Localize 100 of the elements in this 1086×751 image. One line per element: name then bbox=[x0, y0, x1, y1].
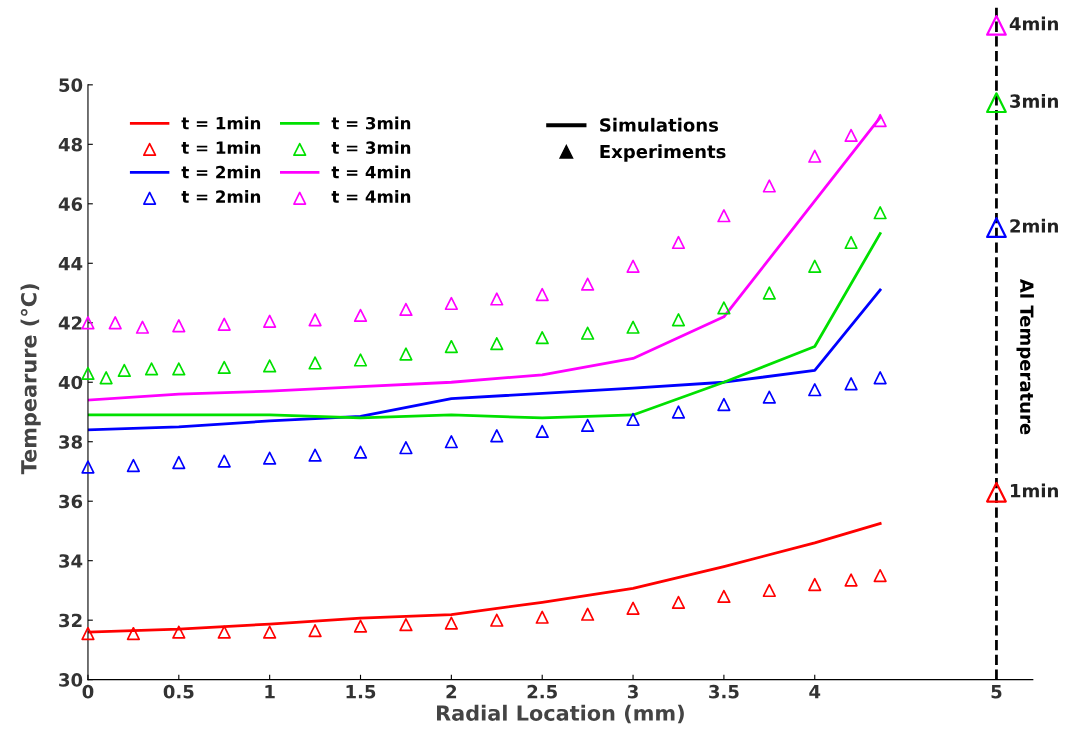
x-tick-label: 1 bbox=[265, 685, 275, 699]
y-tick-label: 34 bbox=[59, 554, 83, 568]
x-tick-label: 5 bbox=[991, 685, 1002, 699]
y-tick-label: 32 bbox=[59, 613, 82, 628]
point bbox=[399, 617, 413, 632]
point bbox=[99, 371, 113, 385]
point bbox=[217, 454, 231, 468]
legend-label: t = 2min bbox=[181, 165, 261, 179]
x-tick-label: 4 bbox=[809, 685, 821, 699]
point bbox=[172, 362, 186, 376]
point bbox=[444, 616, 459, 630]
point bbox=[873, 568, 887, 583]
point bbox=[444, 339, 459, 354]
point bbox=[353, 353, 368, 367]
point bbox=[490, 292, 504, 306]
point bbox=[490, 336, 504, 351]
annotation: Experiments bbox=[600, 144, 726, 162]
legend-label: t = 4min bbox=[331, 165, 411, 179]
point bbox=[844, 235, 858, 250]
point bbox=[986, 217, 1007, 239]
series-label: 1min bbox=[1010, 483, 1058, 498]
series-label: 2min bbox=[1010, 218, 1058, 233]
point bbox=[808, 149, 822, 163]
point bbox=[671, 595, 686, 609]
y2-axis-title: Al Temperature bbox=[1016, 278, 1034, 435]
series-label: 4min bbox=[1009, 16, 1058, 31]
point bbox=[444, 435, 459, 449]
x-axis-title: Radial Location (mm) bbox=[437, 704, 684, 724]
point bbox=[308, 448, 322, 462]
y-tick-label: 36 bbox=[59, 494, 83, 509]
x-tick-label: 0.5 bbox=[163, 684, 194, 699]
point bbox=[844, 573, 858, 587]
point bbox=[308, 356, 322, 370]
point bbox=[535, 424, 549, 438]
point bbox=[873, 113, 887, 128]
legend-label: t = 3min bbox=[331, 141, 411, 154]
point bbox=[217, 360, 231, 375]
point bbox=[535, 287, 549, 302]
point bbox=[717, 397, 731, 412]
point bbox=[580, 418, 595, 433]
point bbox=[353, 445, 368, 459]
point bbox=[81, 460, 95, 474]
point bbox=[808, 383, 822, 397]
legend-label: t = 1min bbox=[181, 141, 261, 154]
point bbox=[144, 362, 159, 376]
point bbox=[172, 625, 186, 639]
point bbox=[626, 601, 640, 615]
point bbox=[81, 626, 95, 641]
point bbox=[671, 405, 686, 419]
x-tick-label: 2 bbox=[446, 684, 457, 699]
point bbox=[986, 92, 1007, 114]
point bbox=[263, 314, 277, 328]
point bbox=[308, 313, 322, 327]
point bbox=[986, 481, 1007, 503]
point bbox=[263, 625, 277, 639]
y-tick-label: 48 bbox=[58, 137, 82, 152]
y-axis-title: Tempearure (°C) bbox=[20, 284, 41, 475]
x-tick-label: 2.5 bbox=[527, 684, 557, 699]
point bbox=[126, 458, 141, 473]
point bbox=[717, 301, 731, 315]
point bbox=[399, 347, 413, 361]
point bbox=[762, 583, 776, 598]
legend-label: t = 2min bbox=[181, 190, 261, 203]
y-tick-label: 42 bbox=[58, 316, 82, 330]
point bbox=[81, 316, 95, 330]
y-tick-label: 50 bbox=[59, 78, 83, 92]
point bbox=[117, 363, 131, 377]
point bbox=[844, 377, 858, 391]
point bbox=[353, 619, 368, 633]
point bbox=[217, 625, 231, 639]
y-tick-label: 44 bbox=[58, 256, 83, 271]
y-tick-label: 46 bbox=[58, 197, 83, 211]
point bbox=[535, 610, 549, 624]
point bbox=[762, 179, 776, 193]
point bbox=[490, 613, 504, 627]
point bbox=[808, 259, 822, 273]
x-tick-label: 0 bbox=[82, 684, 94, 699]
point bbox=[126, 626, 141, 641]
point bbox=[172, 455, 186, 470]
x-tick-label: 1.5 bbox=[346, 685, 376, 699]
point bbox=[353, 308, 368, 322]
point bbox=[626, 320, 640, 334]
legend-label: t = 1min bbox=[181, 116, 261, 130]
legend-label: t = 4min bbox=[331, 190, 411, 203]
point bbox=[986, 14, 1007, 36]
point bbox=[490, 429, 504, 443]
point bbox=[399, 302, 413, 317]
point bbox=[626, 412, 640, 427]
point bbox=[762, 390, 776, 404]
point bbox=[580, 277, 595, 291]
y-tick-label: 40 bbox=[58, 375, 83, 390]
y-tick-label: 30 bbox=[59, 673, 83, 687]
point bbox=[873, 206, 887, 220]
point bbox=[217, 317, 231, 331]
point bbox=[671, 235, 686, 250]
point bbox=[263, 451, 277, 465]
annotation: Simulations bbox=[600, 117, 719, 132]
point bbox=[580, 607, 595, 621]
point bbox=[263, 359, 277, 373]
point bbox=[580, 326, 595, 340]
